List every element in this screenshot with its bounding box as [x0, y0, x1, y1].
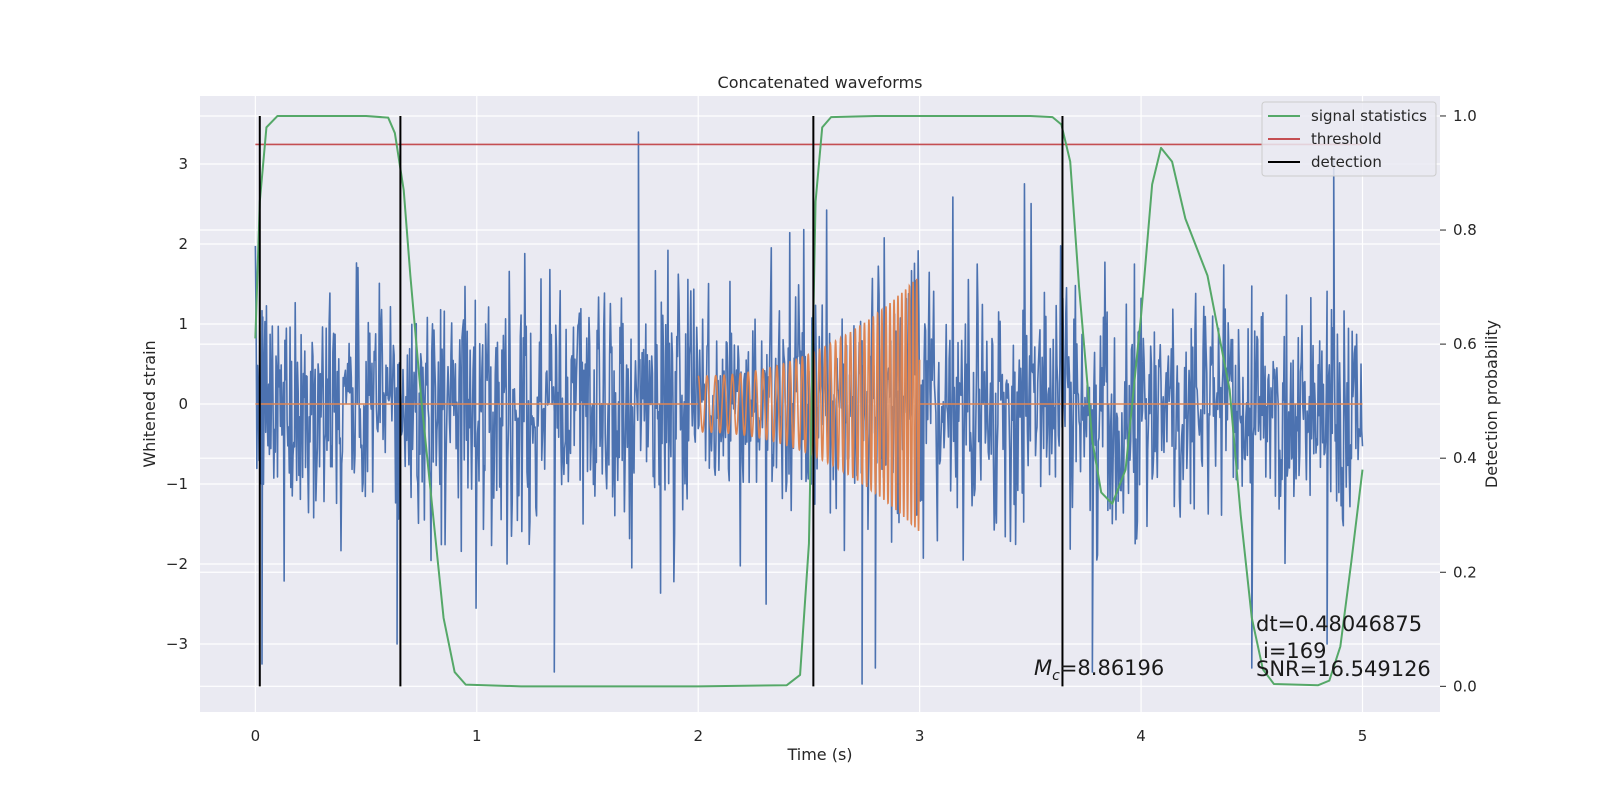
legend-box: [1261, 101, 1437, 177]
axis-ticks: 0 1 2 3 4 5 −3 −2 −1 0 1 2 3 0.0 0.2 0.4 0.6 0.8 1.0: [166, 107, 1477, 745]
y-tick-label: −2: [166, 555, 188, 573]
x-axis-title: Time (s): [786, 745, 852, 764]
y2-axis-title: Detection probability: [1482, 320, 1501, 488]
dt-annotation: dt=0.48046875: [1256, 612, 1422, 636]
y-tick-label: 2: [178, 235, 188, 253]
legend-label-signal-statistics: signal statistics: [1311, 107, 1427, 125]
x-tick-label: 4: [1136, 727, 1146, 745]
x-tick-label: 5: [1358, 727, 1368, 745]
chirp-line: [255, 278, 1363, 531]
y2-tick-label: 0.6: [1453, 335, 1477, 353]
index-annotation: i=169: [1263, 639, 1327, 663]
y2-tick-label: 0.0: [1453, 677, 1477, 695]
y-tick-label: 1: [178, 315, 188, 333]
y-tick-label: −1: [166, 475, 188, 493]
signal-statistics-line: [254, 114, 1364, 688]
snr-annotation: SNR=16.549126: [1256, 657, 1431, 681]
y-tick-label: 0: [178, 395, 188, 413]
legend: signal statistics threshold detection: [1261, 101, 1437, 177]
y2-tick-label: 0.4: [1453, 449, 1477, 467]
chart-title: Concatenated waveforms: [718, 73, 923, 92]
detection-lines: [258, 115, 1064, 687]
statistic-series: [254, 114, 1364, 688]
y2-tick-label: 0.8: [1453, 221, 1477, 239]
y-tick-label: 3: [178, 155, 188, 173]
chirp-mass-annotation: Mc=8.86196: [1034, 656, 1164, 684]
y-tick-label: −3: [166, 635, 188, 653]
y2-tick-label: 1.0: [1453, 107, 1477, 125]
legend-label-threshold: threshold: [1311, 130, 1382, 148]
y2-tick-label: 0.2: [1453, 563, 1477, 581]
chirp-series: [255, 278, 1363, 531]
x-tick-label: 0: [251, 727, 261, 745]
legend-label-detection: detection: [1311, 153, 1382, 171]
y-axis-title: Whitened strain: [140, 340, 159, 467]
x-tick-label: 2: [693, 727, 703, 745]
x-tick-label: 3: [915, 727, 925, 745]
x-tick-label: 1: [472, 727, 482, 745]
